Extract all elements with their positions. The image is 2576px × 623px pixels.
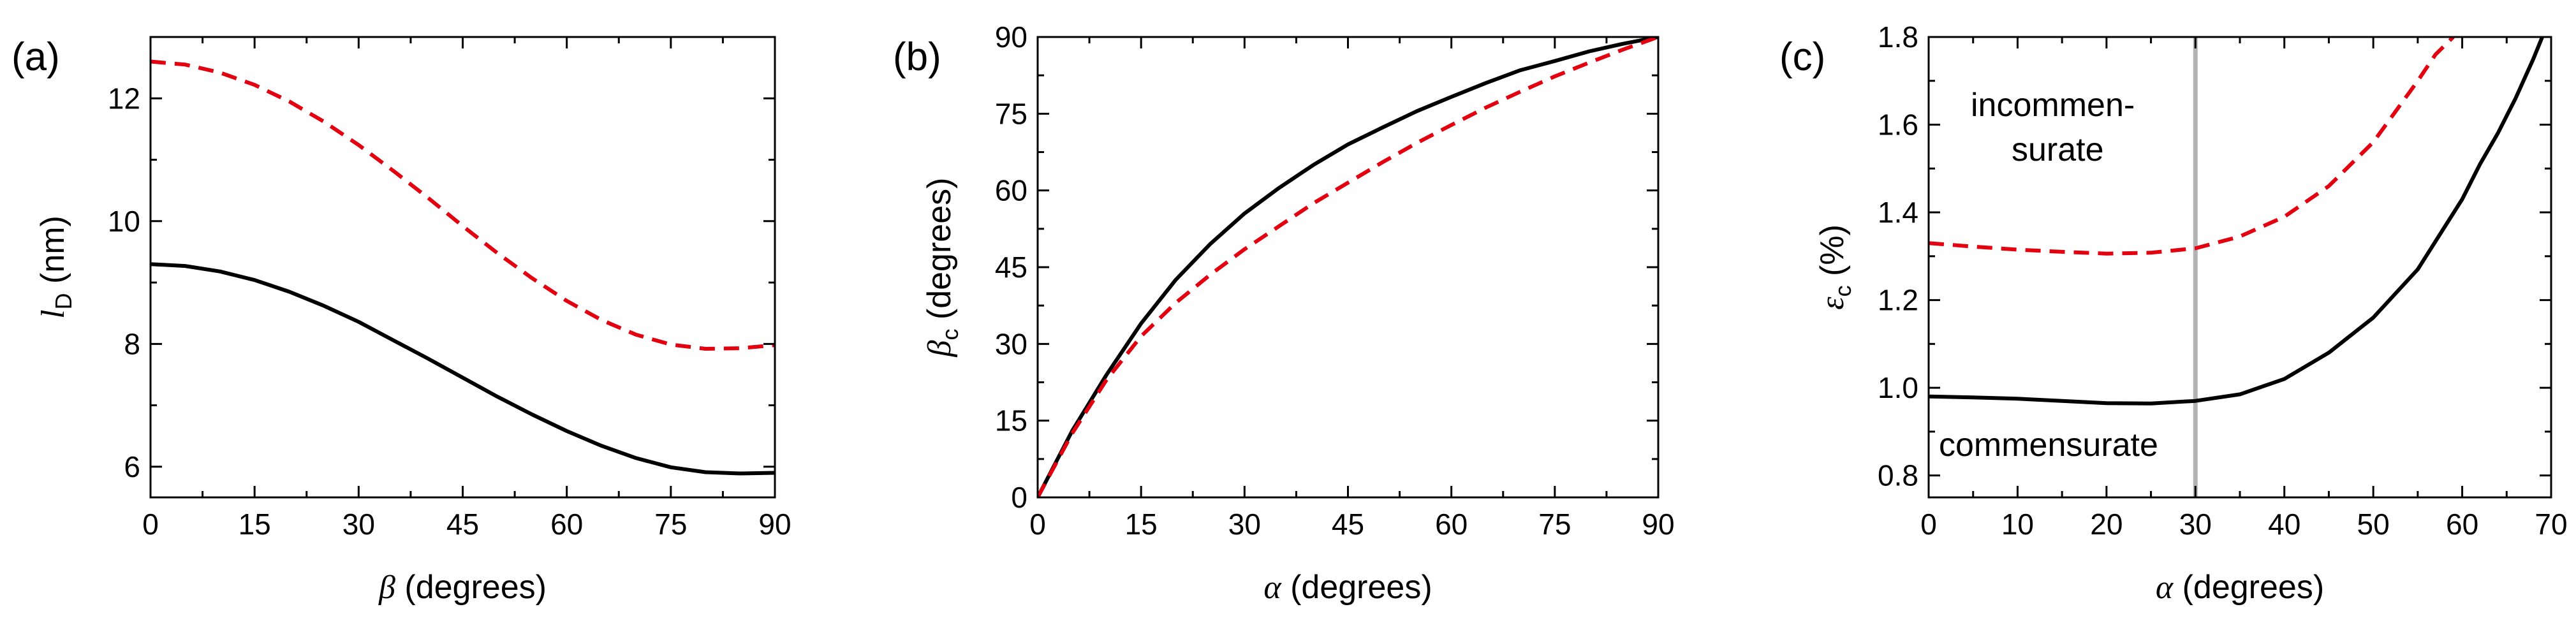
y-axis-symbol: ε xyxy=(1814,297,1851,310)
y-axis-label: βc (degrees) xyxy=(921,178,963,358)
x-tick-label: 90 xyxy=(758,508,791,541)
series-line-1 xyxy=(1038,37,1658,497)
y-axis-symbol: β xyxy=(922,340,958,357)
region-annotation: commensurate xyxy=(1939,427,2158,464)
series-line-1 xyxy=(1929,37,2544,406)
y-tick-label: 1.6 xyxy=(1878,108,1918,142)
x-tick-label: 75 xyxy=(1538,508,1571,541)
x-tick-label: 40 xyxy=(2268,508,2300,541)
y-axis-label: lD (nm) xyxy=(34,216,77,319)
y-axis-label: εc (%) xyxy=(1814,224,1856,310)
series-line-2 xyxy=(151,59,775,351)
x-tick-label: 75 xyxy=(654,508,687,541)
y-tick-label: 1.8 xyxy=(1878,20,1918,54)
panel-label: (b) xyxy=(893,35,941,79)
y-tick-label: 30 xyxy=(995,327,1027,360)
panel-3: 0 10 20 30 40 50 60 70 0.8 1.0 1.2 1.4 1.6 1.8 (c) α (d… xyxy=(1779,20,2568,606)
x-axis-label: β (degrees) xyxy=(378,569,547,606)
y-axis-unit: (degrees) xyxy=(921,178,958,329)
x-tick-label: 30 xyxy=(342,508,375,541)
y-tick-label: 45 xyxy=(995,251,1027,284)
x-tick-label: 10 xyxy=(2001,508,2034,541)
x-axis-label: α (degrees) xyxy=(1263,569,1432,606)
y-tick-label: 15 xyxy=(995,404,1027,437)
x-tick-label: 15 xyxy=(1125,508,1158,541)
x-tick-label: 45 xyxy=(446,508,479,541)
y-tick-label: 90 xyxy=(995,20,1027,54)
panel-label: (a) xyxy=(11,35,60,79)
series-line-1 xyxy=(151,262,775,476)
x-tick-label: 60 xyxy=(550,508,583,541)
x-tick-label: 0 xyxy=(142,508,159,541)
y-tick-label: 10 xyxy=(108,205,140,238)
series-line-2 xyxy=(1929,37,2455,256)
y-tick-label: 6 xyxy=(124,450,140,483)
panel-label: (c) xyxy=(1779,35,1825,79)
y-tick-label: 12 xyxy=(108,82,140,115)
x-tick-label: 60 xyxy=(1435,508,1468,541)
y-tick-label: 0.8 xyxy=(1878,459,1918,492)
y-axis-subscript: D xyxy=(50,293,77,309)
series-line-2 xyxy=(1038,37,1658,497)
y-axis-subscript: c xyxy=(1830,285,1856,297)
x-tick-label: 50 xyxy=(2357,508,2390,541)
x-tick-label: 60 xyxy=(2446,508,2478,541)
x-tick-label: 70 xyxy=(2535,508,2567,541)
x-tick-label: 0 xyxy=(1029,508,1046,541)
x-tick-label: 15 xyxy=(239,508,271,541)
x-tick-label: 0 xyxy=(1920,508,1937,541)
x-axis-symbol: β xyxy=(378,569,395,606)
panel-2: 0 15 30 45 60 75 90 0 15 30 45 60 75 90 (b) α (degrees)… xyxy=(893,20,1675,606)
x-axis-symbol: α xyxy=(1263,569,1282,606)
x-tick-label: 30 xyxy=(2179,508,2212,541)
x-axis-unit: (degrees) xyxy=(1281,569,1432,606)
region-annotation: incommen- xyxy=(1971,87,2135,124)
y-tick-label: 1.0 xyxy=(1878,371,1918,404)
y-axis-unit: (nm) xyxy=(34,216,71,293)
x-axis-unit: (degrees) xyxy=(2173,569,2324,606)
y-axis-unit: (%) xyxy=(1814,224,1851,285)
region-annotation: surate xyxy=(2012,131,2104,168)
x-tick-label: 90 xyxy=(1642,508,1674,541)
x-axis-unit: (degrees) xyxy=(395,569,547,606)
y-tick-label: 8 xyxy=(124,327,140,360)
x-tick-label: 45 xyxy=(1332,508,1364,541)
plot-frame xyxy=(149,36,776,499)
panel-1: 0 15 30 45 60 75 90 6 8 10 12 (a) β (degrees) lD (nm) xyxy=(11,35,791,606)
y-axis-subscript: c xyxy=(937,329,963,341)
x-axis-symbol: α xyxy=(2156,569,2174,606)
x-axis-label: α (degrees) xyxy=(2156,569,2324,606)
x-tick-label: 30 xyxy=(1228,508,1261,541)
x-tick-label: 20 xyxy=(2090,508,2123,541)
y-axis-symbol: l xyxy=(35,309,71,318)
y-tick-label: 1.4 xyxy=(1878,196,1918,229)
y-tick-label: 75 xyxy=(995,97,1027,130)
y-tick-label: 1.2 xyxy=(1878,284,1918,317)
y-tick-label: 0 xyxy=(1011,481,1027,514)
y-tick-label: 60 xyxy=(995,174,1027,207)
plot-frame xyxy=(1036,36,1660,499)
